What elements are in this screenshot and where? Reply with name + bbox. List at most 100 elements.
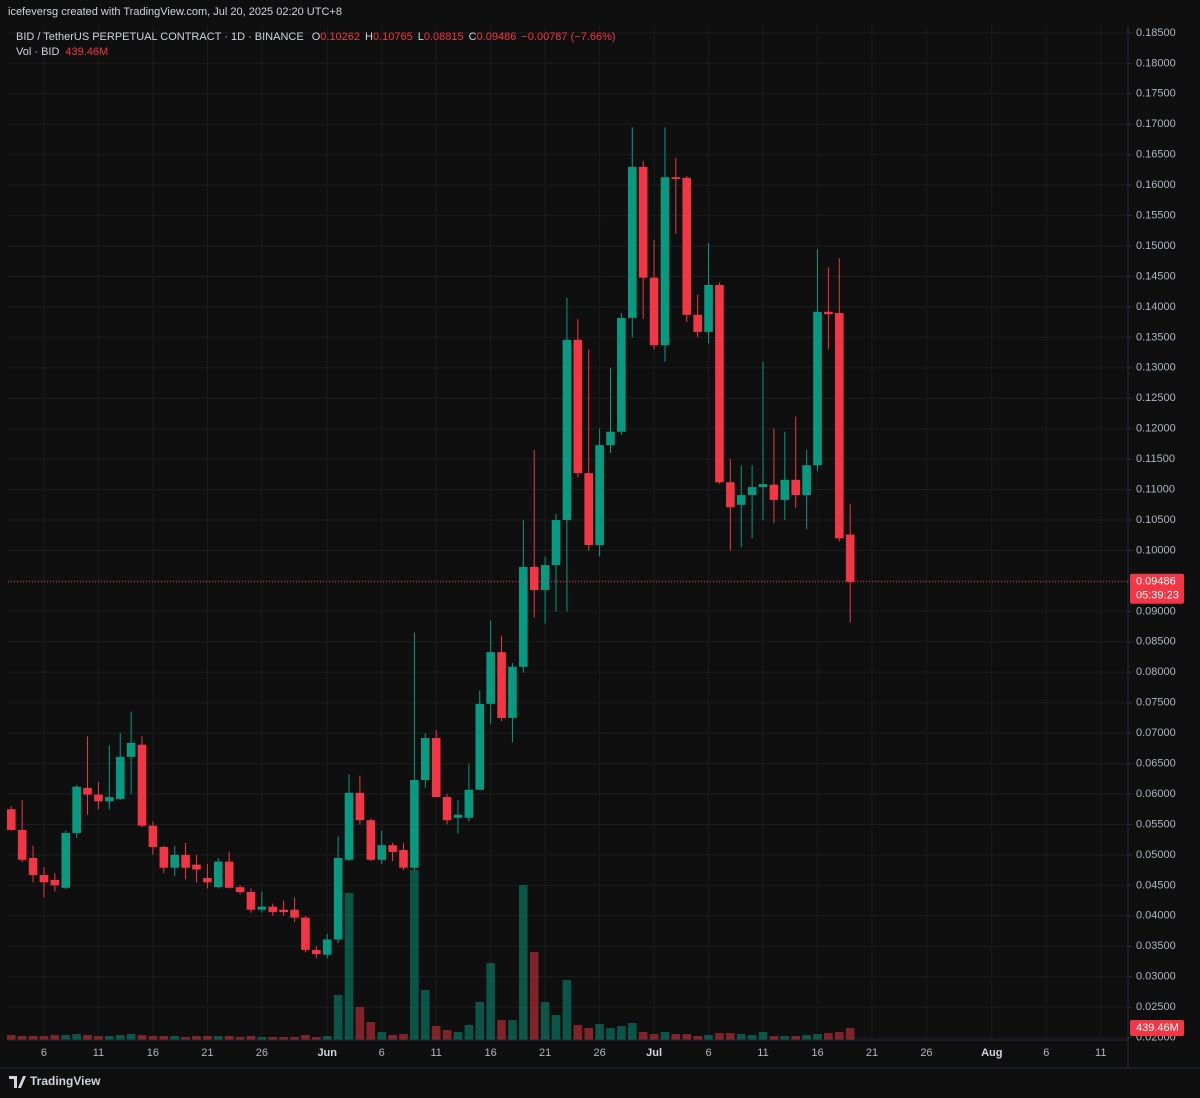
volume-bar bbox=[246, 1036, 256, 1040]
candle-body bbox=[105, 797, 114, 802]
volume-bar bbox=[366, 1021, 376, 1040]
candle-body bbox=[562, 339, 572, 521]
candle-body bbox=[693, 314, 702, 332]
volume-bar bbox=[649, 1033, 659, 1040]
y-tick-label: 0.14500 bbox=[1136, 270, 1176, 282]
volume-bar bbox=[94, 1036, 103, 1040]
candle-body bbox=[497, 652, 506, 718]
ohlc-label: L bbox=[418, 31, 424, 43]
volume-bar bbox=[704, 1035, 713, 1040]
x-tick-label: 16 bbox=[485, 1047, 497, 1059]
volume-bar bbox=[203, 1036, 212, 1040]
candle-body bbox=[638, 166, 648, 278]
volume-bar bbox=[813, 1033, 822, 1040]
volume-bar bbox=[431, 1026, 441, 1040]
candle-body bbox=[170, 854, 179, 868]
candle-body bbox=[780, 479, 790, 500]
volume-bar bbox=[148, 1036, 158, 1040]
volume-bar bbox=[344, 893, 354, 1040]
volume-bar bbox=[312, 1036, 321, 1040]
candle-body bbox=[791, 479, 801, 496]
ohlc-change: −0.00787 (−7.66%) bbox=[521, 31, 615, 43]
candle-body bbox=[301, 917, 310, 950]
volume-bar bbox=[268, 1036, 278, 1040]
candle-body bbox=[715, 284, 724, 483]
candle-body bbox=[824, 311, 833, 315]
candle-body bbox=[279, 909, 288, 913]
volume-bar bbox=[551, 1015, 561, 1040]
volume-bar bbox=[170, 1036, 179, 1040]
candle-body bbox=[126, 742, 136, 757]
candle-body bbox=[257, 906, 267, 910]
y-tick-label: 0.06500 bbox=[1136, 757, 1176, 769]
volume-last: 439.46M bbox=[65, 46, 108, 58]
ohlc-label: O bbox=[312, 31, 321, 43]
y-tick-label: 0.18500 bbox=[1136, 27, 1176, 39]
candle-body bbox=[726, 482, 735, 508]
volume-bar bbox=[595, 1023, 604, 1040]
candle-body bbox=[72, 786, 81, 833]
volume-bar bbox=[410, 870, 419, 1040]
volume-bar bbox=[715, 1033, 724, 1040]
y-tick-label: 0.04000 bbox=[1136, 910, 1176, 922]
volume-bar bbox=[399, 1033, 408, 1040]
candle-body bbox=[431, 737, 441, 798]
axes: 0.18500 0.18000 0.17500 0.17000 0.16500 0.160… bbox=[8, 27, 1184, 1059]
logo-icon bbox=[9, 1076, 26, 1088]
volume-bar bbox=[83, 1035, 92, 1040]
candle-layer bbox=[6, 127, 855, 959]
y-tick-label: 0.17000 bbox=[1136, 118, 1176, 130]
y-tick-label: 0.10000 bbox=[1136, 544, 1176, 556]
x-tick-label: 6 bbox=[705, 1047, 711, 1059]
candle-body bbox=[50, 879, 60, 886]
candle-body bbox=[115, 756, 125, 799]
y-tick-label: 0.08500 bbox=[1136, 636, 1176, 648]
volume-bar bbox=[290, 1036, 299, 1040]
candle-body bbox=[159, 846, 169, 868]
x-tick-label: 11 bbox=[1095, 1047, 1106, 1059]
y-tick-label: 0.08000 bbox=[1136, 666, 1176, 678]
volume-bar bbox=[540, 1001, 550, 1040]
y-tick-label: 0.11000 bbox=[1136, 483, 1175, 495]
candle-body bbox=[235, 887, 245, 893]
volume-bar bbox=[442, 1030, 452, 1040]
candle-body bbox=[312, 949, 321, 955]
x-tick-label: Aug bbox=[981, 1047, 1002, 1059]
candle-body bbox=[573, 339, 583, 474]
candle-body bbox=[148, 825, 158, 847]
candle-body bbox=[813, 311, 822, 466]
volume-bar bbox=[834, 1031, 844, 1040]
volume-bar bbox=[28, 1036, 38, 1040]
volume-bar bbox=[758, 1031, 768, 1040]
volume-bar bbox=[726, 1033, 735, 1040]
volume-bar bbox=[747, 1035, 757, 1040]
volume-last-label: 439.46M bbox=[1136, 1022, 1179, 1034]
y-tick-label: 0.03000 bbox=[1136, 971, 1176, 983]
candle-body bbox=[529, 566, 539, 591]
volume-legend: Vol · BID 439.46M bbox=[16, 46, 108, 58]
y-tick-label: 0.15000 bbox=[1136, 240, 1176, 252]
candle-body bbox=[420, 737, 430, 781]
x-tick-label: 11 bbox=[757, 1047, 768, 1059]
volume-bar bbox=[72, 1033, 81, 1040]
x-tick-label: 16 bbox=[147, 1047, 159, 1059]
volume-bar bbox=[213, 1036, 223, 1040]
ohlc-value: 0.10262 bbox=[320, 31, 360, 43]
volume-bar bbox=[845, 1027, 855, 1040]
candle-body bbox=[453, 814, 463, 818]
volume-bar bbox=[606, 1028, 615, 1040]
volume-bar bbox=[584, 1028, 594, 1040]
candle-body bbox=[213, 861, 223, 888]
candle-body bbox=[769, 484, 779, 500]
candle-body bbox=[39, 874, 49, 883]
x-tick-label: 6 bbox=[41, 1047, 47, 1059]
y-tick-label: 0.16500 bbox=[1136, 149, 1176, 161]
volume-bar bbox=[791, 1036, 801, 1040]
logo: TradingView bbox=[9, 1074, 101, 1088]
ohlc-value: 0.09486 bbox=[477, 31, 517, 43]
volume-bar bbox=[780, 1036, 790, 1040]
x-tick-label: 26 bbox=[920, 1047, 932, 1059]
y-tick-label: 0.13500 bbox=[1136, 331, 1176, 343]
volume-bar bbox=[693, 1036, 702, 1040]
